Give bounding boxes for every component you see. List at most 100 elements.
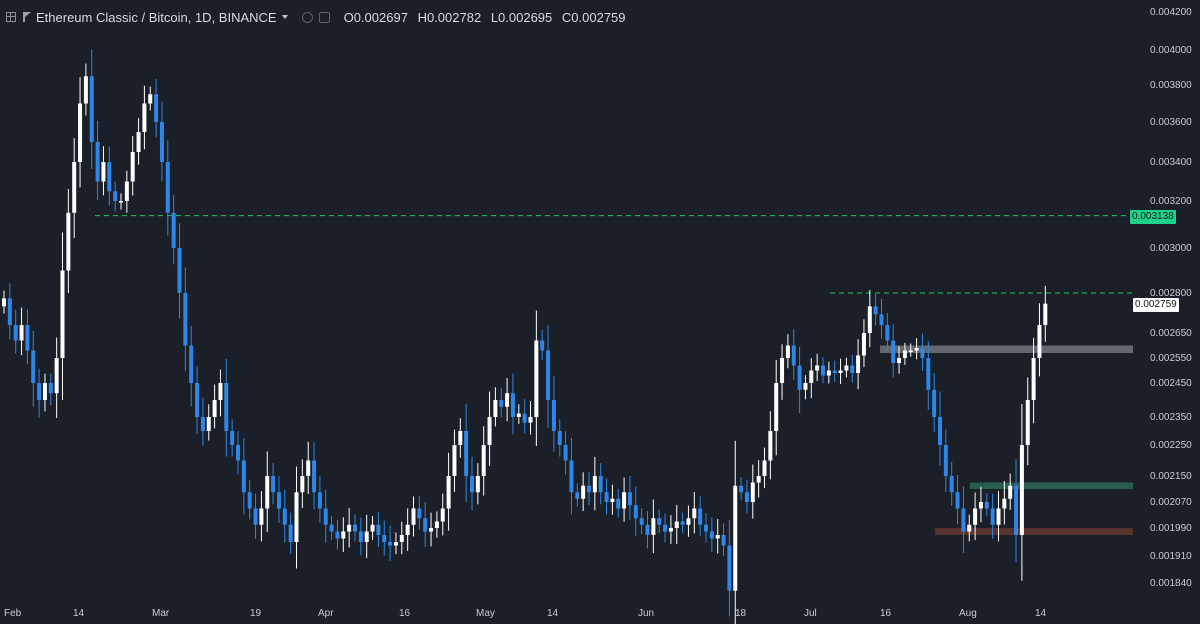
candle	[382, 535, 387, 542]
chevron-down-icon[interactable]	[281, 15, 288, 19]
candle	[130, 152, 135, 182]
candle	[31, 350, 36, 383]
eye-icon[interactable]	[301, 11, 313, 23]
candle	[1031, 358, 1036, 400]
candle	[680, 521, 685, 525]
candle	[417, 508, 422, 519]
y-tick-label: 0.001910	[1150, 551, 1192, 562]
candle	[704, 524, 708, 532]
x-tick-label: Jun	[638, 608, 654, 619]
candle	[791, 345, 796, 366]
candle	[657, 518, 662, 525]
candle	[838, 370, 843, 373]
candle	[815, 365, 820, 371]
candle	[955, 492, 960, 509]
candle	[19, 325, 24, 341]
candle	[832, 370, 837, 373]
candle	[206, 417, 211, 431]
y-tick-label: 0.002650	[1150, 328, 1192, 339]
candle	[522, 413, 527, 423]
target-price-tag: 0.003138	[1130, 210, 1176, 224]
candle	[475, 476, 480, 493]
candle	[1043, 303, 1048, 325]
candle	[411, 508, 416, 525]
candle	[1025, 400, 1030, 445]
y-tick-label: 0.004200	[1150, 7, 1192, 18]
y-tick-label: 0.001990	[1150, 523, 1192, 534]
candle	[1014, 485, 1019, 535]
candle	[54, 358, 59, 394]
candle	[844, 365, 849, 371]
candle	[200, 417, 205, 431]
candle	[154, 94, 159, 122]
candle	[294, 492, 299, 542]
candle	[645, 524, 650, 535]
y-tick-label: 0.003000	[1150, 243, 1192, 254]
candle	[60, 270, 65, 358]
candle	[148, 94, 153, 104]
candle	[762, 460, 767, 476]
candle	[259, 508, 264, 525]
candle	[686, 518, 691, 525]
collapse-icon[interactable]	[6, 12, 16, 22]
low-value: 0.002695	[498, 9, 553, 25]
candle	[265, 476, 270, 509]
candle	[481, 445, 486, 476]
open-label: O	[343, 9, 354, 25]
zone-green	[970, 482, 1133, 489]
candle	[715, 535, 720, 539]
current-price-tag: 0.002759	[1133, 298, 1179, 312]
x-tick-label: May	[476, 608, 495, 619]
candle	[452, 445, 457, 476]
lines-layer	[95, 215, 1133, 294]
candle	[358, 531, 363, 542]
candle	[516, 413, 521, 417]
candle	[902, 350, 907, 358]
x-tick-label: Aug	[959, 608, 977, 619]
candle	[335, 531, 340, 539]
candle	[177, 248, 182, 293]
symbol-title[interactable]: Ethereum Classic / Bitcoin, 1D, BINANCE	[36, 9, 277, 25]
candle	[405, 524, 410, 535]
zone-red	[935, 528, 1133, 535]
y-tick-label: 0.001840	[1150, 578, 1192, 589]
candle	[557, 431, 562, 445]
candle	[376, 524, 381, 535]
high-label: H	[417, 9, 427, 25]
candle	[973, 508, 978, 525]
candle	[604, 492, 609, 502]
close-value: 0.002759	[571, 9, 626, 25]
candle	[253, 508, 258, 525]
candle	[364, 531, 369, 542]
candle	[698, 508, 703, 525]
candle	[563, 445, 568, 461]
candle	[528, 417, 533, 423]
candle	[861, 333, 866, 356]
low-label: L	[490, 9, 499, 25]
candle	[505, 393, 510, 407]
candle	[780, 358, 785, 383]
candle	[587, 485, 591, 493]
candle	[464, 431, 469, 476]
settings-icon[interactable]	[318, 11, 330, 23]
candle	[282, 508, 287, 525]
candle	[429, 528, 434, 532]
candle	[323, 508, 328, 525]
candle	[581, 485, 586, 499]
candle	[78, 103, 83, 162]
candle	[470, 476, 474, 493]
candle	[183, 293, 188, 346]
zone-grey	[880, 345, 1133, 353]
candle	[663, 524, 668, 532]
candle	[546, 350, 551, 400]
candle	[42, 383, 47, 400]
candle	[1037, 325, 1042, 358]
candle	[276, 492, 281, 509]
candle	[1019, 445, 1024, 535]
candle	[622, 492, 627, 509]
candle	[212, 400, 217, 417]
candle	[709, 531, 714, 539]
candle	[341, 531, 346, 539]
y-tick-label: 0.003600	[1150, 117, 1192, 128]
